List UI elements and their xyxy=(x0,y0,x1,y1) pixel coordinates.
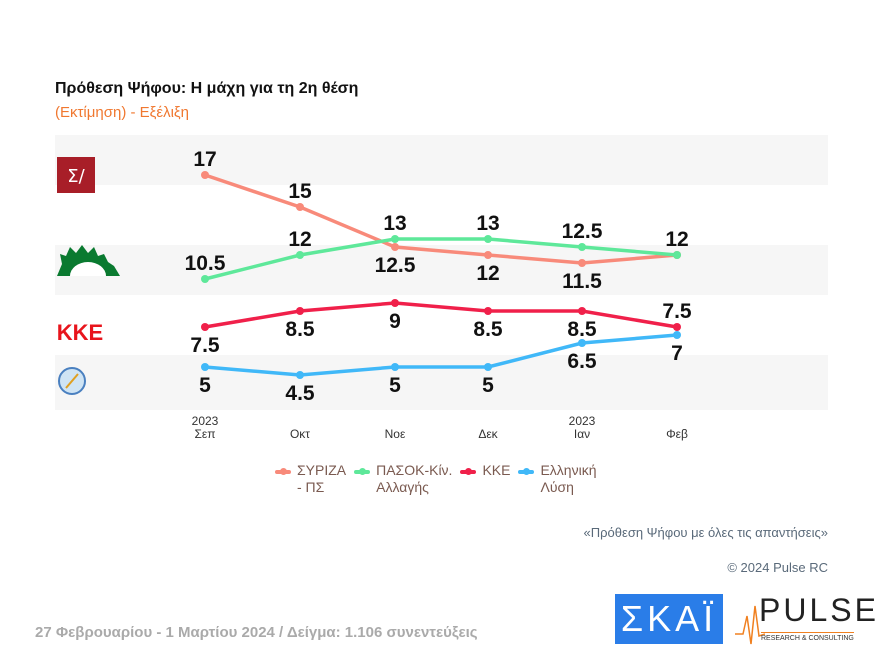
pasok-logo xyxy=(57,245,120,276)
data-point xyxy=(296,203,304,211)
data-point xyxy=(484,251,492,259)
legend-item: ΠΑΣΟΚ-Κίν. Αλλαγής xyxy=(354,462,452,496)
data-point xyxy=(201,275,209,283)
data-label: 15 xyxy=(288,180,312,203)
data-label: 11.5 xyxy=(562,270,602,293)
data-point xyxy=(201,323,209,331)
data-point xyxy=(296,251,304,259)
note: «Πρόθεση Ψήφου με όλες τις απαντήσεις» xyxy=(583,525,828,540)
legend-swatch xyxy=(460,468,477,475)
x-tick-label: Δεκ xyxy=(478,427,498,441)
kke-logo: ΚΚΕ xyxy=(57,320,103,345)
syriza-logo: Σ/ xyxy=(57,157,95,193)
data-point xyxy=(673,323,681,331)
data-point xyxy=(484,307,492,315)
data-label: 12 xyxy=(476,262,499,285)
data-label: 7.5 xyxy=(662,300,692,323)
data-label: 12 xyxy=(288,228,311,251)
band xyxy=(55,355,828,410)
legend-label: ΠΑΣΟΚ-Κίν. Αλλαγής xyxy=(376,462,453,495)
legend: ΣΥΡΙΖΑ - ΠΣ ΠΑΣΟΚ-Κίν. Αλλαγής ΚΚΕ Ελληνική Λύ… xyxy=(275,462,597,496)
x-tick-label: 2023 xyxy=(192,414,219,428)
chart-subtitle: (Εκτίμηση) - Εξέλιξη xyxy=(55,104,189,121)
chart-title: Πρόθεση Ψήφου: Η μάχη για τη 2η θέση xyxy=(55,80,359,97)
legend-item: Ελληνική Λύση xyxy=(518,462,597,496)
pulse-logo: PULSE RESEARCH & CONSULTING xyxy=(735,592,876,646)
footer-sample-info: 27 Φεβρουαρίου - 1 Μαρτίου 2024 / Δείγμα… xyxy=(35,624,478,641)
data-point xyxy=(578,243,586,251)
data-label: 9 xyxy=(389,310,401,333)
x-tick-label: Νοε xyxy=(385,427,406,441)
x-tick-label: Ιαν xyxy=(574,427,590,441)
data-point xyxy=(391,299,399,307)
line-chart: Σ/ ΚΚΕ 17 15 12.5 12 11.5 10.5 12 13 13 12.5 12 7.5… xyxy=(55,135,828,441)
legend-swatch xyxy=(275,468,291,475)
data-label: 7 xyxy=(671,342,683,365)
data-point xyxy=(484,235,492,243)
data-label: 12 xyxy=(665,228,688,251)
data-label: 13 xyxy=(476,212,499,235)
legend-swatch xyxy=(354,468,371,475)
series-line xyxy=(204,173,678,265)
data-point xyxy=(391,235,399,243)
legend-label: Ελληνική Λύση xyxy=(540,462,597,495)
elliniki-lysi-logo xyxy=(58,367,86,395)
data-label: 8.5 xyxy=(473,318,503,341)
series-line xyxy=(204,333,678,377)
data-label: 6.5 xyxy=(567,350,597,373)
x-tick-label: Οκτ xyxy=(290,427,310,441)
skai-logo: ΣΚΑΪ xyxy=(615,594,723,644)
data-point xyxy=(673,251,681,259)
legend-label: ΚΚΕ xyxy=(482,462,511,478)
legend-label: ΣΥΡΙΖΑ - ΠΣ xyxy=(297,462,347,495)
data-point xyxy=(484,363,492,371)
data-point xyxy=(578,307,586,315)
legend-item: ΣΥΡΙΖΑ - ΠΣ xyxy=(275,462,346,496)
data-label: 7.5 xyxy=(190,334,220,357)
data-label: 5 xyxy=(482,374,494,397)
data-label: 8.5 xyxy=(285,318,315,341)
pulse-wave-icon xyxy=(735,605,765,645)
data-point xyxy=(391,243,399,251)
data-label: 10.5 xyxy=(185,252,226,275)
data-point xyxy=(578,339,586,347)
series-line xyxy=(204,237,678,281)
band xyxy=(55,135,828,185)
x-tick-label: 2023 xyxy=(569,414,596,428)
band xyxy=(55,245,828,295)
data-label: 12.5 xyxy=(562,220,603,243)
pulse-logo-sub: RESEARCH & CONSULTING xyxy=(761,632,854,642)
legend-swatch xyxy=(518,468,535,475)
data-label: 8.5 xyxy=(567,318,597,341)
data-point xyxy=(578,259,586,267)
legend-item: ΚΚΕ xyxy=(460,462,510,496)
data-label: 4.5 xyxy=(285,382,315,405)
data-label: 12.5 xyxy=(375,254,416,277)
data-label: 5 xyxy=(199,374,211,397)
data-point xyxy=(391,363,399,371)
data-label: 13 xyxy=(383,212,406,235)
pulse-logo-text: PULSE xyxy=(759,592,879,628)
copyright: © 2024 Pulse RC xyxy=(727,560,828,575)
syriza-logo-text: Σ/ xyxy=(67,166,85,187)
data-point xyxy=(201,171,209,179)
data-point xyxy=(673,331,681,339)
data-label: 17 xyxy=(193,148,216,171)
series-line xyxy=(204,301,678,329)
data-label: 5 xyxy=(389,374,401,397)
x-tick-label: Σεπ xyxy=(194,427,215,441)
data-point xyxy=(296,307,304,315)
data-point xyxy=(201,363,209,371)
x-tick-label: Φεβ xyxy=(666,427,688,441)
data-point xyxy=(296,371,304,379)
